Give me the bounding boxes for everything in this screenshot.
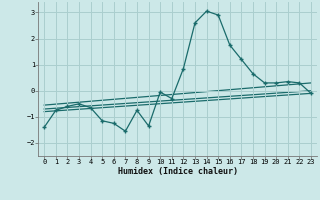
X-axis label: Humidex (Indice chaleur): Humidex (Indice chaleur) — [118, 167, 238, 176]
